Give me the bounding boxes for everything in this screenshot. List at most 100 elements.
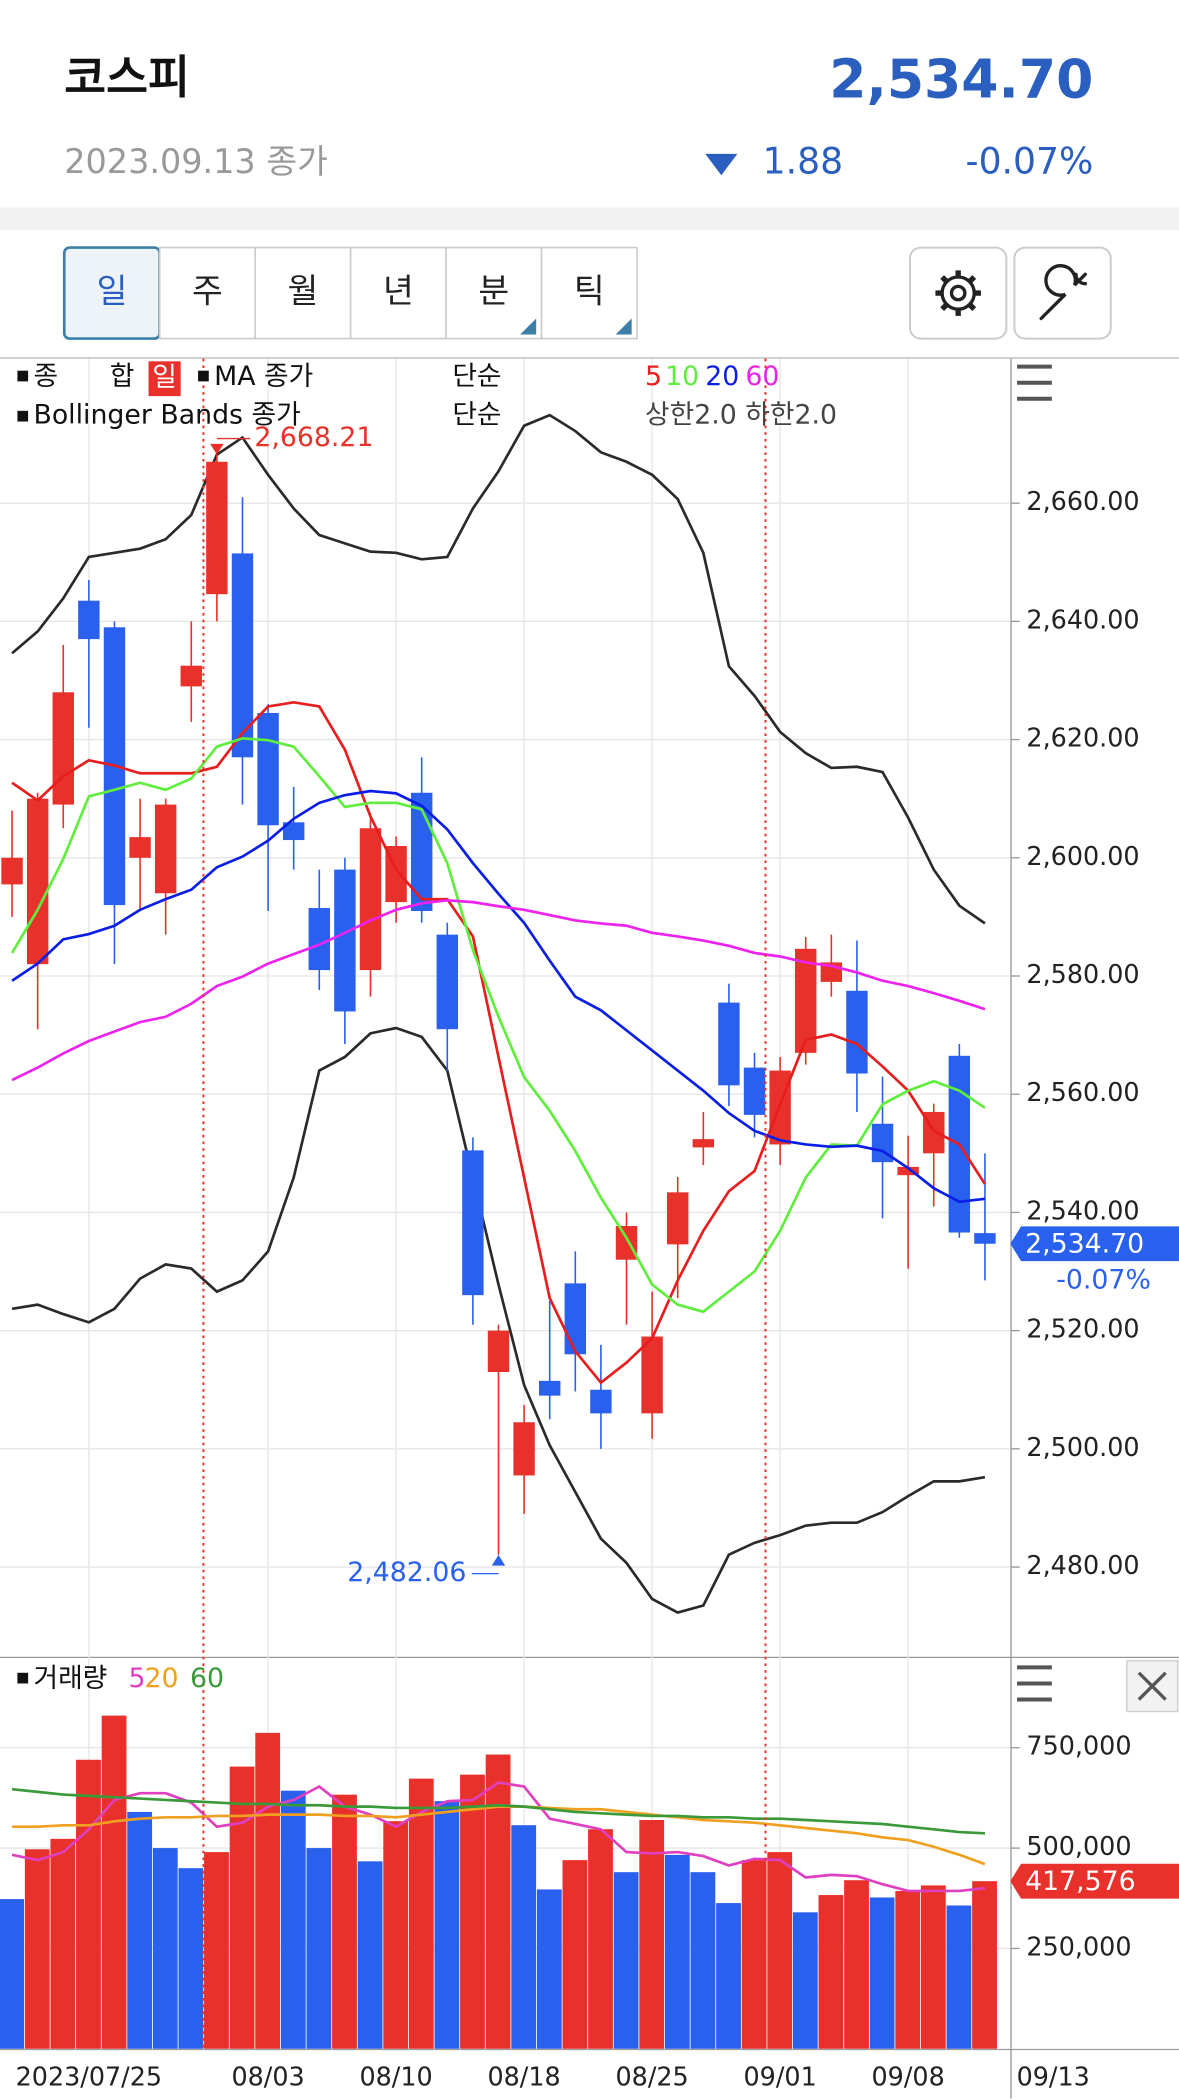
tab[interactable]	[158, 246, 256, 340]
legend-series: 60	[745, 361, 779, 392]
tab[interactable]	[254, 246, 352, 340]
volume-bar	[255, 1732, 281, 2049]
volume-bar	[178, 1868, 204, 2049]
last-change-label: -0.07%	[1056, 1265, 1151, 1296]
menu-icon[interactable]	[1017, 364, 1052, 401]
volume-bar	[357, 1861, 383, 2049]
tab-label: 주	[192, 272, 223, 311]
gear-icon	[935, 270, 981, 316]
candle-body	[487, 1330, 510, 1373]
y-tick-label: 2,580.00	[1026, 959, 1139, 989]
volume-bar	[844, 1880, 869, 2049]
last-price-label: 2,534.70	[1025, 1229, 1144, 1260]
volume-bar	[204, 1852, 229, 2049]
volume-bar	[869, 1897, 895, 2049]
candle-body	[513, 1422, 535, 1476]
x-tick-label: 08/10	[359, 2061, 432, 2091]
y-tick-label: 2,660.00	[1026, 486, 1139, 516]
candle-body	[692, 1139, 715, 1148]
tab[interactable]	[349, 246, 447, 340]
y-tick-label: 2,560.00	[1026, 1077, 1139, 1107]
volume-bar	[76, 1759, 101, 2049]
tools-button[interactable]	[1013, 246, 1112, 340]
legend-bullet	[17, 1672, 29, 1684]
volume-bar	[639, 1819, 665, 2049]
volume-bar	[383, 1821, 409, 2049]
menu-icon[interactable]	[1017, 1665, 1052, 1702]
legend-series: 20	[145, 1663, 179, 1694]
candle-body	[590, 1389, 612, 1414]
legend-text: 합	[110, 361, 135, 392]
x-tick-label: 08/25	[616, 2061, 689, 2091]
bollinger-band	[11, 1026, 986, 1615]
candle-body	[154, 804, 177, 894]
candle-body	[846, 990, 868, 1074]
volume-bar	[0, 1899, 25, 2049]
legend-series: 5	[128, 1663, 145, 1694]
candle-body	[436, 934, 459, 1030]
legend-text: MA 종가	[214, 361, 313, 392]
volume-bar	[690, 1872, 716, 2049]
volume-bar	[408, 1778, 434, 2049]
candle-body	[231, 553, 254, 758]
candle-body	[52, 692, 74, 805]
tab-corner	[615, 318, 632, 335]
legend-series: 20	[705, 361, 739, 392]
volume-bar	[792, 1912, 818, 2049]
y-tick-label: 2,520.00	[1026, 1314, 1139, 1344]
settings-button[interactable]	[909, 246, 1008, 340]
volume-bar	[50, 1838, 76, 2049]
volume-bar	[536, 1889, 562, 2049]
tab-label: 일	[97, 272, 128, 311]
annotation-arrow	[491, 1554, 506, 1566]
annotation-label: 2,668.21	[254, 422, 373, 453]
candle-body	[871, 1123, 894, 1163]
legend-series: 60	[190, 1663, 224, 1694]
candle-body	[359, 828, 382, 971]
tab-label: 년	[383, 272, 414, 311]
close-icon	[1137, 1671, 1167, 1701]
tab-label: 월	[288, 272, 319, 311]
bollinger-band	[11, 413, 986, 925]
volume-bar	[588, 1829, 613, 2049]
candle-body	[206, 461, 228, 595]
candle-body	[564, 1283, 587, 1355]
tab-label: 틱	[574, 272, 605, 311]
volume-bar	[664, 1854, 690, 2049]
volume-ma-line	[11, 1781, 986, 1893]
legend-series: 5	[645, 361, 662, 392]
wrench-icon	[1039, 264, 1087, 321]
volume-bar	[818, 1895, 844, 2049]
tab[interactable]	[540, 246, 638, 340]
ma-line	[10, 737, 986, 1314]
annotation-label: 2,482.06	[347, 1557, 466, 1588]
legend-bullet	[17, 410, 29, 422]
legend-text: Bollinger Bands 종가	[33, 400, 300, 431]
y-tick-label: 2,640.00	[1026, 604, 1139, 634]
candle-body	[334, 869, 356, 1012]
legend-text: 종	[33, 361, 58, 392]
divider	[0, 207, 1179, 231]
y-tick-label: 2,480.00	[1026, 1550, 1139, 1580]
legend-text: 일	[152, 362, 177, 393]
legend-bullet	[198, 370, 209, 382]
down-arrow	[705, 153, 738, 176]
volume-bar	[229, 1766, 255, 2049]
volume-bar	[741, 1860, 767, 2049]
legend-text: 단순	[452, 361, 501, 392]
candle-body	[615, 1226, 638, 1260]
x-tick-label: 08/18	[487, 2061, 560, 2091]
tab-label: 분	[478, 272, 509, 311]
candle-body	[667, 1192, 689, 1245]
tab[interactable]	[445, 246, 543, 340]
volume-bar	[767, 1852, 793, 2049]
candle-body	[743, 1067, 766, 1115]
candle-body	[257, 712, 279, 826]
y-tick-label: 2,500.00	[1026, 1432, 1139, 1462]
change-pct: -0.07%	[966, 139, 1094, 182]
ma-line	[11, 700, 987, 1385]
